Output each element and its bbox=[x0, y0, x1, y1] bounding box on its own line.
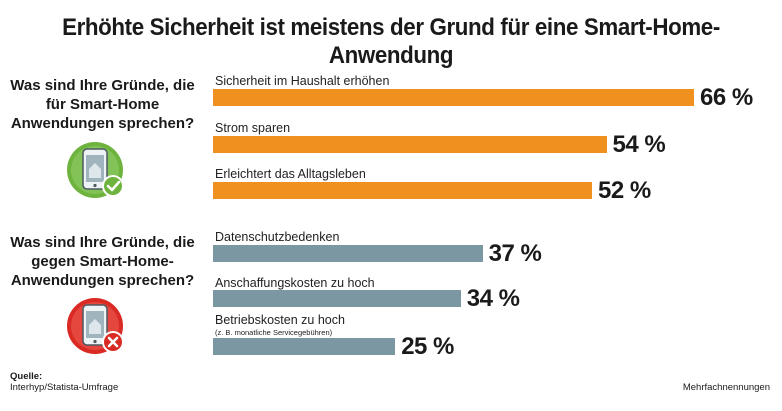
bar-label-datenschutz: Datenschutzbedenken bbox=[215, 230, 340, 244]
source-text: Interhyp/Statista-Umfrage bbox=[10, 382, 119, 393]
bar-label-strom: Strom sparen bbox=[215, 121, 291, 135]
bar-value-anschaffung: 34 % bbox=[466, 285, 520, 312]
bar-label-anschaffung: Anschaffungskosten zu hoch bbox=[215, 276, 375, 290]
bar-betriebskosten bbox=[213, 338, 396, 355]
bar-alltag bbox=[213, 182, 592, 199]
bar-value-sicherheit: 66 % bbox=[700, 84, 753, 111]
question-pro: Was sind Ihre Gründe, die für Smart-Home… bbox=[10, 77, 195, 132]
chart-title: Erhöhte Sicherheit ist meistens der Grun… bbox=[62, 14, 720, 69]
bar-value-alltag: 52 % bbox=[597, 177, 651, 204]
bar-label-alltag: Erleichtert das Alltagsleben bbox=[215, 167, 366, 181]
bar-value-betriebskosten: 25 % bbox=[401, 333, 454, 360]
bar-value-datenschutz: 37 % bbox=[488, 240, 542, 267]
smartphone-checkmark-icon bbox=[67, 142, 124, 198]
bar-sublabel-betriebskosten: (z. B. monatliche Servicegebühren) bbox=[215, 328, 333, 337]
bar-sicherheit bbox=[213, 89, 694, 106]
source-note: Quelle: Interhyp/Statista-Umfrage bbox=[10, 371, 118, 393]
smartphone-cross-icon bbox=[67, 298, 124, 354]
bar-value-strom: 54 % bbox=[612, 131, 666, 158]
bar-datenschutz bbox=[213, 245, 483, 262]
multiple-answers-note: Mehrfachnennungen bbox=[682, 382, 770, 393]
bar-strom bbox=[213, 136, 607, 153]
bar-label-betriebskosten: Betriebskosten zu hoch bbox=[215, 313, 345, 327]
source-heading: Quelle: bbox=[10, 371, 43, 382]
bar-anschaffung bbox=[213, 290, 461, 307]
bar-label-sicherheit: Sicherheit im Haushalt erhöhen bbox=[215, 74, 390, 88]
question-contra: Was sind Ihre Gründe, die gegen Smart-Ho… bbox=[10, 234, 195, 289]
